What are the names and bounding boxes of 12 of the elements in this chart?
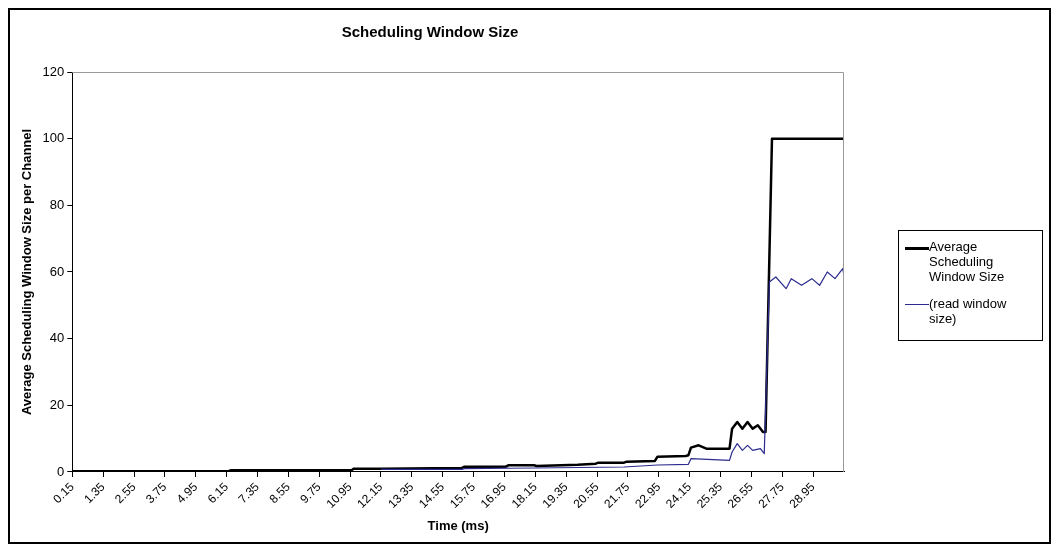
legend-label: (read window size) [929,296,1008,326]
y-tick-label: 20 [49,396,65,412]
y-tick-label: 60 [49,263,65,279]
y-tick-label: 100 [42,130,65,146]
x-axis-title: Time (ms) [427,517,489,533]
legend-label: Average Scheduling Window Size [929,239,1006,284]
y-tick-label: 0 [57,463,65,479]
y-tick-label: 120 [42,63,65,79]
y-tick-label: 80 [49,196,65,212]
y-axis-title: Average Scheduling Window Size per Channel [19,128,35,416]
chart-title: Scheduling Window Size [341,23,519,41]
y-tick-label: 40 [49,330,65,346]
